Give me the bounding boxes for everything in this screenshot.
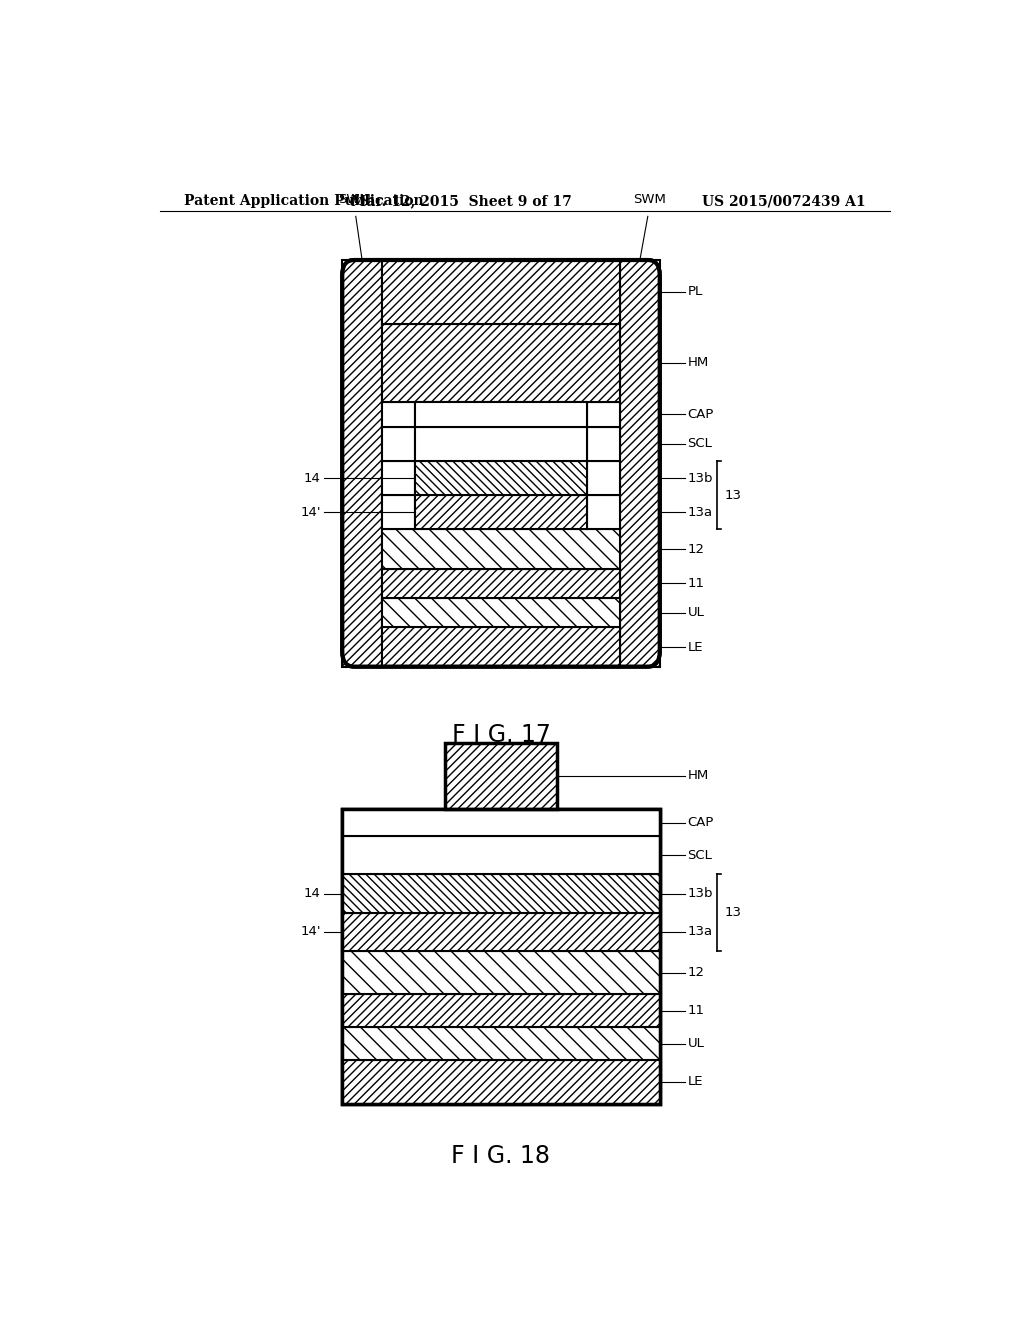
Text: 13a: 13a (687, 506, 713, 519)
Bar (445, 743, 557, 809)
Text: F I G. 18: F I G. 18 (452, 1144, 551, 1168)
Bar (416, 426, 587, 461)
Text: F I G. 17: F I G. 17 (452, 722, 551, 747)
Text: Patent Application Publication: Patent Application Publication (183, 194, 423, 209)
Text: UL: UL (687, 1038, 705, 1051)
Bar (342, 260, 382, 667)
Text: PL: PL (687, 285, 702, 298)
Bar (416, 461, 587, 495)
Text: Mar. 12, 2015  Sheet 9 of 17: Mar. 12, 2015 Sheet 9 of 17 (351, 194, 571, 209)
Text: CAP: CAP (687, 816, 714, 829)
Bar (342, 1027, 659, 1060)
Bar (382, 529, 621, 569)
Bar (382, 260, 621, 323)
Bar (342, 809, 659, 836)
Text: 13b: 13b (687, 471, 713, 484)
Bar (416, 403, 587, 426)
Bar (587, 403, 621, 426)
Text: US 2015/0072439 A1: US 2015/0072439 A1 (702, 194, 866, 209)
Bar (416, 495, 587, 529)
Bar (587, 461, 621, 495)
Bar (382, 403, 416, 426)
Text: SCL: SCL (687, 437, 713, 450)
Text: SCL: SCL (687, 849, 713, 862)
Text: SWM: SWM (338, 193, 371, 206)
Bar (342, 836, 659, 874)
Bar (342, 809, 659, 1104)
Bar (587, 495, 621, 529)
Bar (382, 569, 621, 598)
Bar (587, 426, 621, 461)
Text: HM: HM (687, 356, 709, 370)
Text: 14': 14' (300, 925, 321, 939)
Text: 14: 14 (304, 887, 321, 900)
Text: LE: LE (687, 640, 703, 653)
Bar (342, 874, 659, 912)
Text: 14: 14 (304, 471, 321, 484)
Bar (382, 426, 416, 461)
Bar (382, 461, 416, 495)
Text: LE: LE (687, 1076, 703, 1088)
Bar (382, 323, 621, 403)
Text: 14': 14' (300, 506, 321, 519)
Text: SWM: SWM (633, 193, 666, 206)
Text: 13: 13 (725, 488, 741, 502)
Text: 11: 11 (687, 1005, 705, 1018)
FancyBboxPatch shape (342, 260, 659, 667)
Bar (342, 809, 659, 1104)
Text: CAP: CAP (687, 408, 714, 421)
Bar (382, 495, 416, 529)
Text: 13a: 13a (687, 925, 713, 939)
Text: 11: 11 (687, 577, 705, 590)
Text: UL: UL (687, 606, 705, 619)
Bar (620, 260, 659, 667)
Text: 13: 13 (725, 906, 741, 919)
Text: 13b: 13b (687, 887, 713, 900)
Bar (342, 950, 659, 994)
Text: HM: HM (687, 770, 709, 783)
Text: 12: 12 (687, 966, 705, 979)
Bar (382, 598, 621, 627)
Text: 12: 12 (687, 543, 705, 556)
Bar (342, 1060, 659, 1104)
Bar (382, 627, 621, 667)
Bar (342, 912, 659, 950)
Bar (342, 994, 659, 1027)
